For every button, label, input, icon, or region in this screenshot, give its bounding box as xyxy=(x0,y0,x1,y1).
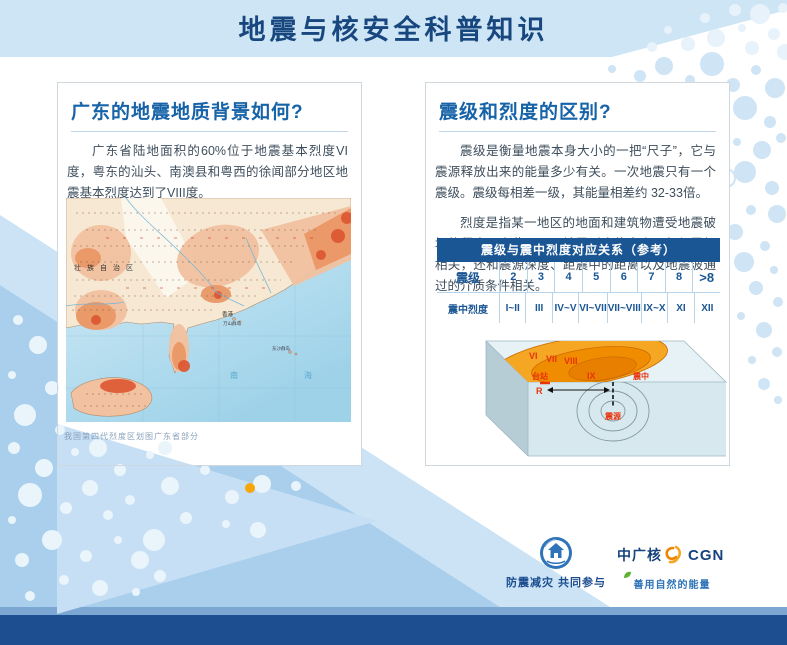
map-label-sea-1: 南 xyxy=(230,370,238,380)
panel-guangdong-geology: 广东的地震地质背景如何? 广东省陆地面积的60%位于地震基本烈度VI度，粤东的汕… xyxy=(57,82,362,466)
table-cell: I~II xyxy=(499,293,525,323)
table-cell: >8 xyxy=(692,262,720,292)
orange-accent-dot xyxy=(245,483,255,493)
table-cell: XI xyxy=(667,293,693,323)
map-caption: 我国第四代烈度区划图广东省部分 xyxy=(64,432,199,441)
quake-prevention-logo xyxy=(540,537,572,569)
table-cell: 4 xyxy=(554,262,582,292)
diagram-label-focus: 震源 xyxy=(604,411,621,421)
right-panel-para1: 震级是衡量地震本身大小的一把“尺子”，它与震源释放出来的能量多少有关。一次地震只… xyxy=(435,144,716,200)
left-panel-body: 广东省陆地面积的60%位于地震基本烈度VI度，粤东的汕头、南澳县和粤西的徐闻部分… xyxy=(67,144,348,200)
table-row2-label: 震中烈度 xyxy=(448,304,488,316)
table-cell: III xyxy=(525,293,551,323)
diagram-label-r: R xyxy=(536,386,543,396)
cgn-swoosh-icon xyxy=(665,545,682,564)
table-cell: IX~X xyxy=(640,293,667,323)
epicenter-focus-diagram: VI VII VIII IX 台站 R 震中 震源 xyxy=(485,340,727,457)
table-cell: VII~VIII xyxy=(606,293,641,323)
table-row-magnitude: 震级 2 3 4 5 6 7 8 >8 xyxy=(437,262,720,293)
page-title: 地震与核安全科普知识 xyxy=(238,15,549,45)
table-cell: VI~VII xyxy=(578,293,607,323)
cgn-logo: 中广核 CGN xyxy=(617,545,724,565)
diagram-label-vi: VI xyxy=(529,351,538,361)
table-cell: 3 xyxy=(526,262,555,292)
diagram-label-epicenter: 震中 xyxy=(632,371,649,381)
diagram-label-station: 台站 xyxy=(532,371,548,381)
cgn-tagline: 善用自然的能量 xyxy=(633,580,711,591)
table-cell: 8 xyxy=(664,262,693,292)
table-cell: 2 xyxy=(499,262,527,292)
leaf-icon xyxy=(624,571,631,578)
map-label-sea-2: 海 xyxy=(304,370,312,380)
magnitude-intensity-table: 震级与震中烈度对应关系（参考） 震级 2 3 4 5 6 7 8 >8 震中烈度… xyxy=(437,238,720,323)
diagram-label-ix: IX xyxy=(587,371,596,381)
map-label-dongsha: 东沙群岛 xyxy=(272,345,290,352)
table-cell: 7 xyxy=(637,262,665,292)
cgn-english-name: CGN xyxy=(688,546,725,564)
map-label-wanshan: 万山群岛 xyxy=(223,320,241,327)
cgn-chinese-name: 中广核 xyxy=(617,547,662,563)
table-cell: 5 xyxy=(581,262,610,292)
panel-magnitude-vs-intensity: 震级和烈度的区别? 震级是衡量地震本身大小的一把“尺子”，它与震源释放出来的能量… xyxy=(425,82,730,466)
diagram-label-vii: VII xyxy=(546,354,557,364)
quake-prevention-slogan: 防震减灾 共同参与 xyxy=(505,577,607,589)
map-label-region: 壮族自治区 xyxy=(74,263,139,272)
table-cell: IV~V xyxy=(551,293,578,323)
table-cell: XII xyxy=(693,293,720,323)
diagram-label-viii: VIII xyxy=(564,356,578,366)
table-row1-label: 震级 xyxy=(455,270,480,285)
guangdong-intensity-map: 壮族自治区 香港 万山群岛 东沙群岛 南 海 xyxy=(66,198,351,422)
map-label-hongkong: 香港 xyxy=(222,310,234,318)
left-panel-title: 广东的地震地质背景如何? xyxy=(71,97,348,132)
right-panel-title: 震级和烈度的区别? xyxy=(439,97,716,132)
table-header: 震级与震中烈度对应关系（参考） xyxy=(437,238,720,262)
table-row-intensity: 震中烈度 I~II III IV~V VI~VII VII~VIII IX~X … xyxy=(437,293,720,323)
table-cell: 6 xyxy=(609,262,638,292)
